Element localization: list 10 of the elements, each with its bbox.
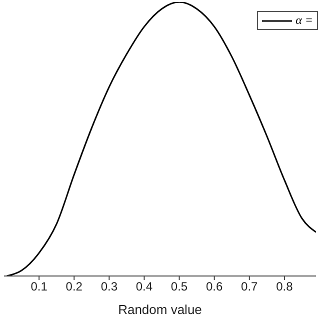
x-tick-label: 0.7 xyxy=(241,280,258,294)
x-tick-label: 0.2 xyxy=(66,280,83,294)
x-tick-label: 0.3 xyxy=(100,280,118,294)
legend-label: α = xyxy=(296,13,313,28)
x-tick-label: 0.8 xyxy=(276,280,294,294)
x-tick-label: 0.6 xyxy=(206,280,223,294)
x-axis-title: Random value xyxy=(118,302,202,317)
x-tick-label: 0.1 xyxy=(30,280,48,294)
x-tick-label: 0.5 xyxy=(170,280,188,294)
x-tick-label: 0.4 xyxy=(136,280,153,294)
